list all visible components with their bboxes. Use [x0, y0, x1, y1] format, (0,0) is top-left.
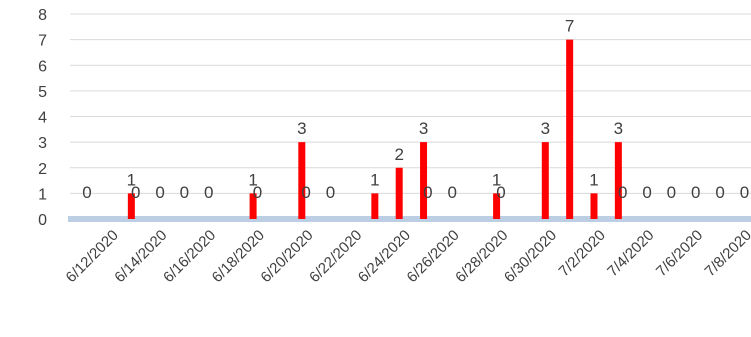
- x-tick-label: 6/16/2020: [160, 227, 219, 286]
- data-label: 0: [448, 183, 457, 202]
- y-tick-label: 5: [38, 84, 47, 101]
- data-label: 0: [642, 183, 651, 202]
- x-tick-label: 6/14/2020: [111, 227, 170, 286]
- data-label: 0: [155, 183, 164, 202]
- data-label: 2: [394, 145, 403, 164]
- data-label: 0: [82, 183, 91, 202]
- data-label: 3: [419, 119, 428, 138]
- data-label: 3: [614, 119, 623, 138]
- x-tick-label: 7/8/2020: [702, 227, 751, 280]
- y-tick-label: 0: [38, 212, 47, 229]
- data-label: 0: [715, 183, 724, 202]
- y-tick-label: 2: [38, 161, 47, 178]
- bars: [127, 39, 622, 219]
- x-tick-label: 6/18/2020: [209, 227, 268, 286]
- bar: [541, 142, 549, 219]
- y-tick-labels: 0 1 2 3 4 5 6 7 8: [38, 7, 47, 229]
- x-tick-label: 6/28/2020: [452, 227, 511, 286]
- x-axis: [68, 216, 751, 222]
- data-label: 1: [492, 170, 501, 189]
- data-label: 0: [423, 183, 432, 202]
- bar: [298, 142, 306, 219]
- x-tick-label: 6/20/2020: [257, 227, 316, 286]
- bar: [420, 142, 428, 219]
- data-label: 0: [180, 183, 189, 202]
- data-label: 1: [248, 170, 257, 189]
- x-tick-label: 7/2/2020: [556, 227, 609, 280]
- y-tick-label: 1: [38, 186, 47, 203]
- x-tick-label: 6/26/2020: [404, 227, 463, 286]
- data-label: 0: [740, 183, 749, 202]
- x-tick-label: 7/4/2020: [604, 227, 657, 280]
- data-label: 1: [370, 170, 379, 189]
- data-label: 0: [131, 183, 140, 202]
- data-label: 7: [565, 17, 574, 36]
- data-label: 0: [691, 183, 700, 202]
- y-tick-label: 3: [38, 135, 47, 152]
- gridlines: [70, 13, 751, 194]
- bar: [590, 193, 598, 219]
- data-label: 3: [297, 119, 306, 138]
- data-label: 0: [253, 183, 262, 202]
- y-tick-label: 6: [38, 58, 47, 75]
- y-tick-label: 7: [38, 33, 47, 50]
- bar: [249, 193, 257, 219]
- data-label: 0: [618, 183, 627, 202]
- bar: [127, 193, 135, 219]
- data-label: 1: [127, 170, 136, 189]
- data-label: 0: [667, 183, 676, 202]
- x-tick-label: 6/24/2020: [355, 227, 414, 286]
- data-label: 0: [204, 183, 213, 202]
- x-axis-line: [68, 216, 751, 222]
- y-tick-label: 4: [38, 110, 47, 127]
- data-label: 3: [541, 119, 550, 138]
- bar: [371, 193, 379, 219]
- x-tick-label: 7/6/2020: [653, 227, 706, 280]
- data-label: 0: [326, 183, 335, 202]
- x-tick-labels: 6/12/20206/14/20206/16/20206/18/20206/20…: [63, 227, 751, 286]
- bar: [614, 142, 622, 219]
- y-tick-label: 8: [38, 7, 47, 24]
- x-tick-label: 6/12/2020: [63, 227, 122, 286]
- x-tick-label: 6/30/2020: [501, 227, 560, 286]
- data-label: 1: [589, 170, 598, 189]
- data-label: 0: [496, 183, 505, 202]
- x-tick-label: 6/22/2020: [306, 227, 365, 286]
- bar: [566, 39, 574, 219]
- data-label: 0: [301, 183, 310, 202]
- bar: [395, 167, 403, 219]
- bar: [493, 193, 501, 219]
